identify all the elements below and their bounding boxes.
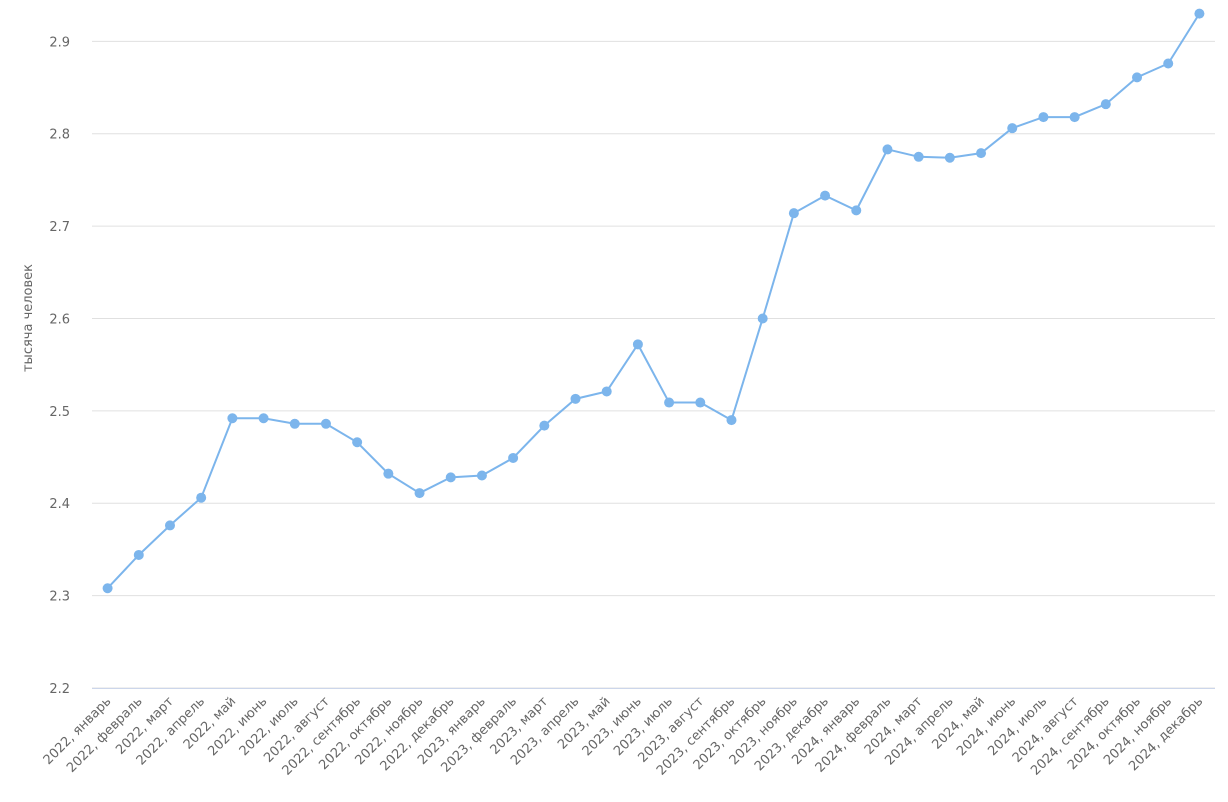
data-point	[1007, 123, 1018, 134]
data-point	[1132, 72, 1143, 83]
data-point	[1038, 112, 1049, 123]
data-point	[820, 190, 831, 201]
y-tick-label: 2.9	[49, 35, 70, 50]
data-point	[133, 549, 144, 560]
data-point	[476, 470, 487, 481]
data-point	[788, 208, 799, 219]
data-point	[164, 520, 175, 531]
data-point	[913, 151, 924, 162]
data-point	[944, 152, 955, 163]
y-tick-label: 2.5	[49, 405, 70, 420]
y-tick-label: 2.2	[49, 682, 70, 697]
data-point	[632, 339, 643, 350]
y-tick-label: 2.8	[49, 128, 70, 143]
data-point	[601, 386, 612, 397]
y-axis-label: тысяча человек	[21, 264, 36, 372]
data-point	[664, 397, 675, 408]
data-point	[1194, 8, 1205, 19]
data-point	[757, 313, 768, 324]
data-point	[352, 437, 363, 448]
data-point	[882, 144, 893, 155]
data-point	[1069, 112, 1080, 123]
data-point	[227, 413, 238, 424]
data-point	[1100, 99, 1111, 110]
y-tick-label: 2.4	[49, 497, 70, 512]
data-point	[508, 452, 519, 463]
y-tick-label: 2.7	[49, 220, 70, 235]
data-line	[106, 13, 1201, 589]
data-point	[539, 420, 550, 431]
data-point	[1163, 58, 1174, 69]
data-point	[102, 583, 113, 594]
data-point	[695, 397, 706, 408]
y-tick-label: 2.3	[49, 590, 70, 605]
data-point	[289, 418, 300, 429]
data-point	[570, 393, 581, 404]
data-point	[414, 488, 425, 499]
data-point	[851, 205, 862, 216]
data-point	[383, 468, 394, 479]
y-tick-label: 2.6	[49, 312, 70, 327]
data-point	[726, 415, 737, 426]
data-point	[258, 413, 269, 424]
data-point	[320, 418, 331, 429]
data-point	[196, 492, 207, 503]
data-point	[976, 148, 987, 159]
data-point	[445, 472, 456, 483]
